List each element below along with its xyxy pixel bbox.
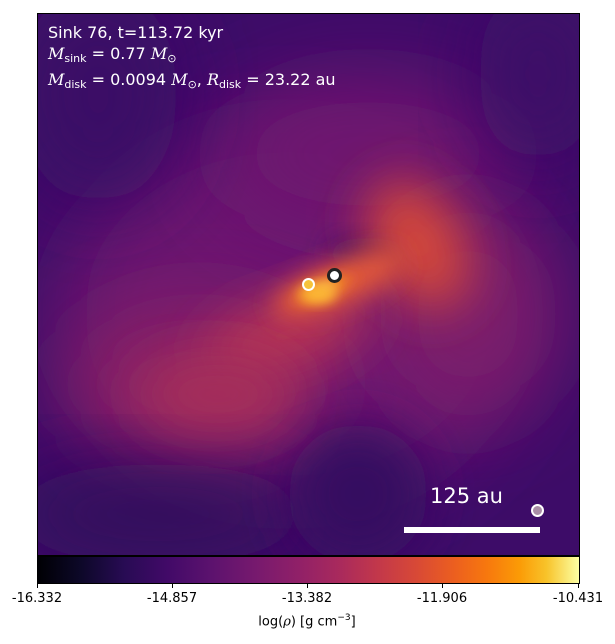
rdisk-value: = 23.22 au <box>241 70 336 89</box>
msink-symbol: M <box>48 44 65 63</box>
density-map-panel: Sink 76, t=113.72 kyr Msink = 0.77 M⊙ Md… <box>37 13 580 556</box>
colorbar-tick-label: -14.857 <box>146 591 198 606</box>
colorbar-tick <box>37 583 38 588</box>
colorbar-label-prefix: log( <box>258 614 284 630</box>
mdisk-value: = 0.0094 <box>86 70 172 89</box>
msink-sub: sink <box>64 52 87 65</box>
colorbar-label-end: ] <box>350 614 356 630</box>
colorbar-tick <box>442 583 443 588</box>
sink-info-text: Sink 76, t=113.72 kyr Msink = 0.77 M⊙ Md… <box>48 22 336 95</box>
colorbar-tick <box>172 583 173 588</box>
solar-mass-symbol-2: M <box>171 70 188 89</box>
colorbar-label-suffix: ) [g cm <box>290 614 338 630</box>
colorbar-tick <box>578 583 579 588</box>
msink-value: = 0.77 <box>86 44 151 63</box>
solar-mass-symbol: M <box>150 44 168 63</box>
mdisk-symbol: M <box>48 70 65 89</box>
scale-bar-label: 125 au <box>430 484 503 508</box>
rdisk-symbol: R <box>206 70 220 89</box>
colorbar-label-symbol: ρ <box>283 614 291 630</box>
sink-b <box>327 268 342 283</box>
sink-mass-line: Msink = 0.77 M⊙ <box>48 43 336 69</box>
colorbar-label: log(ρ) [g cm−3] <box>258 613 355 629</box>
colorbar-tick-label: -10.431 <box>552 591 604 606</box>
colorbar-tick-label: -11.906 <box>416 591 468 606</box>
sink-c <box>531 504 544 517</box>
sink-title: Sink 76, t=113.72 kyr <box>48 23 224 42</box>
sink-a <box>302 278 315 291</box>
solar-mass-sub-2: ⊙ <box>187 78 197 91</box>
mdisk-sub: disk <box>64 78 87 91</box>
separator: , <box>196 70 207 89</box>
disk-line: Mdisk = 0.0094 M⊙, Rdisk = 23.22 au <box>48 69 336 95</box>
colorbar-tick-label: -16.332 <box>11 591 63 606</box>
solar-mass-sub: ⊙ <box>167 52 177 65</box>
colorbar-tick <box>307 583 308 588</box>
rdisk-sub: disk <box>219 78 242 91</box>
colorbar <box>37 556 580 584</box>
colorbar-label-exp: −3 <box>337 613 351 623</box>
density-map-image <box>38 14 579 555</box>
colorbar-tick-label: -13.382 <box>281 591 333 606</box>
scale-bar <box>404 527 540 533</box>
